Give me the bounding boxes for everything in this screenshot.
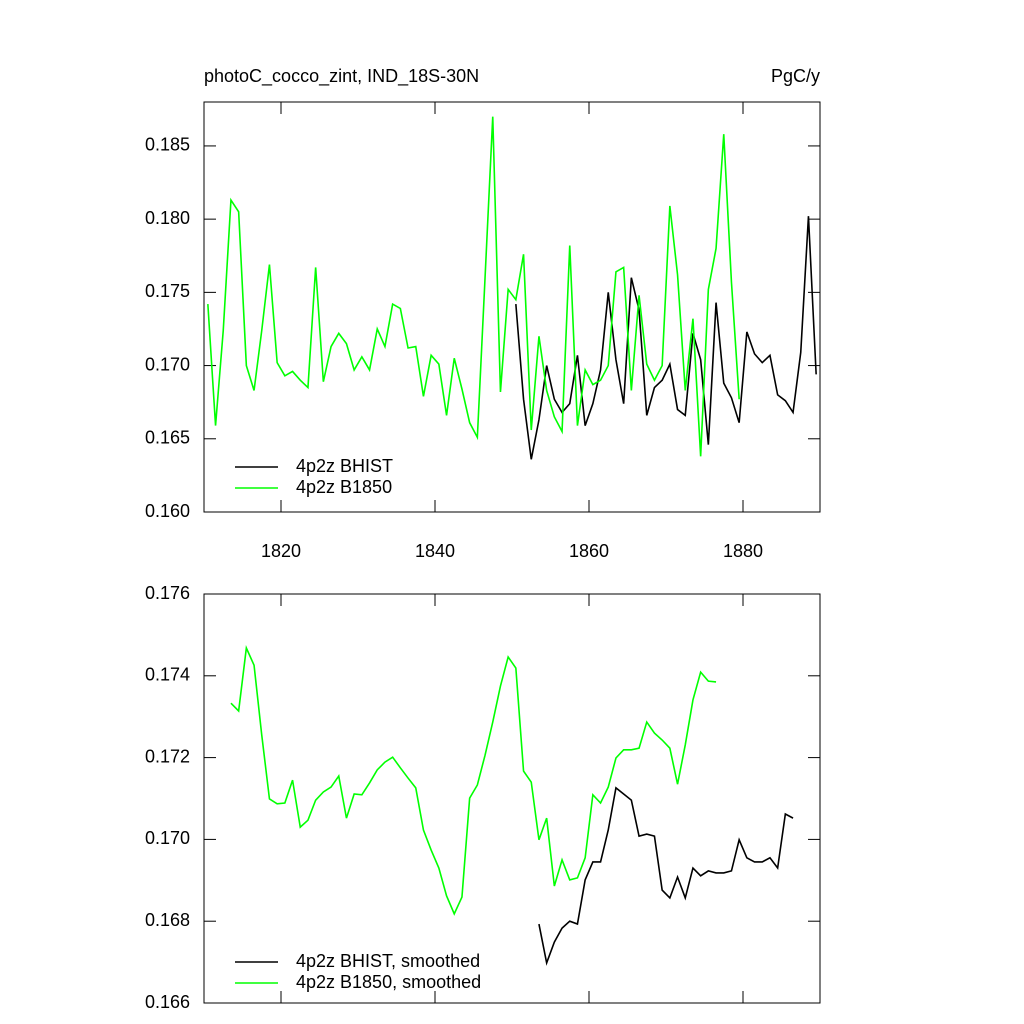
chart-title: photoC_cocco_zint, IND_18S-30N [204,66,479,87]
y-tick-label: 0.170 [145,828,190,848]
y-tick-label: 0.176 [145,583,190,603]
data-line [538,786,794,966]
legend-label: 4p2z BHIST [296,456,393,476]
y-tick-label: 0.166 [145,992,190,1012]
y-tick-label: 0.185 [145,135,190,155]
units-label: PgC/y [771,66,820,86]
y-tick-label: 0.180 [145,208,190,228]
y-tick-label: 0.170 [145,354,190,374]
x-tick-label: 1880 [723,541,763,561]
legend-label: 4p2z B1850 [296,477,392,497]
y-tick-label: 0.168 [145,910,190,930]
data-line [230,645,717,916]
x-tick-label: 1820 [261,541,301,561]
data-line [515,216,817,460]
legend-label: 4p2z BHIST, smoothed [296,951,480,971]
y-tick-label: 0.174 [145,665,190,685]
y-tick-label: 0.172 [145,746,190,766]
plot-frame [203,101,821,513]
y-tick-label: 0.165 [145,428,190,448]
data-line [207,116,740,457]
y-tick-label: 0.160 [145,501,190,521]
legend-label: 4p2z B1850, smoothed [296,972,481,992]
plot-frame [203,593,821,1004]
x-tick-label: 1840 [415,541,455,561]
y-tick-label: 0.175 [145,281,190,301]
x-tick-label: 1860 [569,541,609,561]
